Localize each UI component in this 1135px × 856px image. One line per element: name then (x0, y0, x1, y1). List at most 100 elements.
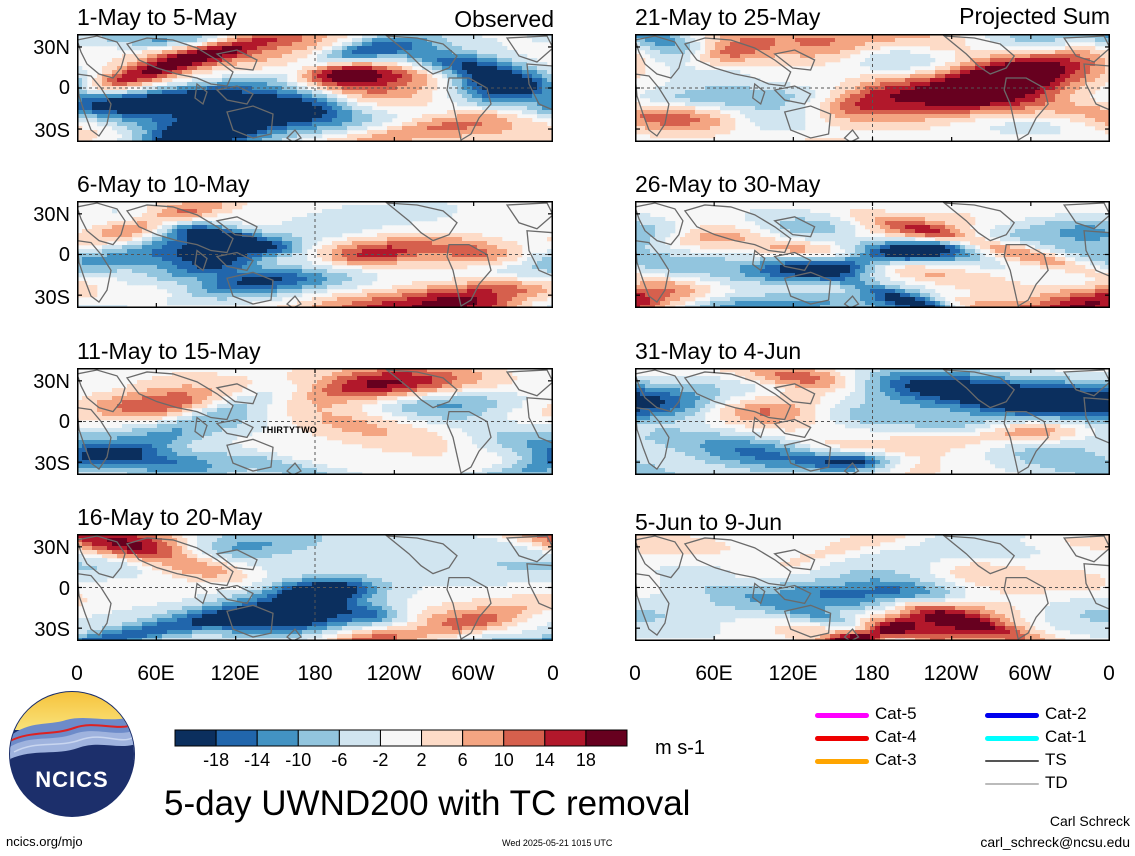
author-name: Carl Schreck (1049, 813, 1130, 829)
lon-label-left-60e: 60E (137, 662, 175, 685)
lon-label-right-0-end: 0 (1103, 662, 1115, 685)
axis-ticks (77, 534, 553, 641)
colorbar-tick-label: -18 (203, 750, 230, 770)
panel-title-8: 5-Jun to 9-Jun (635, 509, 783, 535)
lat-label-30s-row4: 30S (34, 619, 70, 641)
lat-label-30s-row2: 30S (34, 287, 70, 309)
lat-label-30n-row3: 30N (33, 371, 70, 393)
wind-field (635, 534, 1110, 641)
panel-title-3: 11-May to 15-May (77, 338, 261, 364)
coastlines (635, 370, 1110, 475)
colorbar-tick-label: 2 (416, 750, 427, 770)
lat-label-eq-row4: 0 (58, 578, 70, 600)
colorbar-swatch (503, 729, 546, 747)
axis-ticks (635, 534, 1110, 641)
panel-title-5: 21-May to 25-May (635, 4, 821, 30)
colorbar-swatch (297, 729, 340, 747)
lon-label-left-60w: 60W (451, 662, 495, 685)
storm-label-thirtytwo: THIRTYTWO (261, 425, 318, 435)
lat-label-30s-row3: 30S (34, 453, 70, 475)
lat-label-30n-row4: 30N (33, 537, 70, 559)
colorbar-tick-label: -6 (331, 750, 348, 770)
author-email[interactable]: carl_schreck@ncsu.edu (980, 834, 1130, 850)
legend-label: TS (1045, 750, 1067, 769)
coastlines (635, 203, 1110, 308)
wind-field (635, 34, 1110, 142)
ncics-logo: NCICS (9, 691, 135, 817)
coastlines (635, 536, 1110, 641)
lon-label-left-120e: 120E (210, 662, 260, 685)
coastlines (77, 370, 553, 475)
axis-ticks (635, 201, 1110, 308)
legend-swatch (815, 759, 869, 764)
colorbar-tick-label: 6 (457, 750, 468, 770)
map-panel-4 (77, 534, 553, 641)
colorbar-swatch (462, 729, 505, 747)
ncics-logo-text: NCICS (35, 767, 108, 792)
panel-title-2: 6-May to 10-May (77, 171, 250, 197)
colorbar-swatch (174, 729, 217, 747)
colorbar-tick-label: -2 (372, 750, 389, 770)
timestamp: Wed 2025-05-21 1015 UTC (502, 838, 613, 848)
website-link[interactable]: ncics.org/mjo (6, 834, 83, 849)
lon-label-right-120e: 120E (768, 662, 818, 685)
lat-label-eq-row3: 0 (58, 411, 70, 433)
panel-title-4: 16-May to 20-May (77, 504, 263, 530)
wind-field (77, 34, 553, 142)
lat-label-eq-row1: 0 (58, 77, 70, 99)
wind-field (77, 368, 553, 475)
colorbar-swatch (421, 729, 464, 747)
lon-label-left-180: 180 (297, 662, 333, 685)
lon-label-right-60e: 60E (695, 662, 733, 685)
lat-label-eq-row2: 0 (58, 244, 70, 266)
legend-swatch (985, 713, 1039, 718)
legend-label: Cat-3 (875, 750, 917, 769)
colorbar-tick-label: -10 (285, 750, 312, 770)
column-label-projected: Projected Sum (959, 3, 1110, 29)
colorbar-tick-label: 10 (493, 750, 514, 770)
lon-label-left-120w: 120W (366, 662, 422, 685)
lon-label-left-0: 0 (71, 662, 83, 685)
colorbar-tick-label: 14 (534, 750, 555, 770)
units-label: m s-1 (655, 737, 705, 759)
lat-label-30n-row2: 30N (33, 204, 70, 226)
legend-swatch (815, 736, 869, 741)
colorbar (174, 729, 628, 747)
legend-label: Cat-5 (875, 704, 917, 723)
legend-label: Cat-1 (1045, 727, 1087, 746)
map-panel-1 (77, 34, 553, 142)
panel-title-6: 26-May to 30-May (635, 171, 821, 197)
panel-title-7: 31-May to 4-Jun (635, 338, 802, 364)
map-panel-5 (635, 34, 1110, 142)
panel-title-1: 1-May to 5-May (77, 4, 237, 30)
lon-label-right-120w: 120W (923, 662, 979, 685)
legend-label: Cat-2 (1045, 704, 1087, 723)
lon-label-right-60w: 60W (1008, 662, 1052, 685)
lon-label-left-0-end: 0 (547, 662, 559, 685)
lat-label-30n-row1: 30N (33, 37, 70, 59)
legend-swatch (985, 783, 1039, 785)
map-panel-3 (77, 368, 553, 475)
colorbar-swatch (379, 729, 423, 747)
coastlines (77, 36, 553, 142)
colorbar-swatch (215, 729, 258, 747)
lon-label-right-0: 0 (629, 662, 641, 685)
map-panel-8 (635, 534, 1110, 641)
column-label-observed: Observed (454, 6, 554, 32)
colorbar-swatch (338, 729, 381, 747)
coastlines (635, 36, 1110, 142)
colorbar-tick-label: 18 (575, 750, 596, 770)
axis-ticks (77, 34, 553, 142)
wind-field (635, 209, 1110, 308)
colorbar-tick-label: -14 (244, 750, 271, 770)
map-panel-7 (635, 368, 1110, 475)
colorbar-swatch (585, 729, 628, 747)
map-panel-6 (635, 201, 1110, 308)
axis-ticks (77, 368, 553, 475)
colorbar-swatch (256, 729, 299, 747)
axis-ticks (635, 34, 1110, 142)
legend-label: Cat-4 (875, 727, 917, 746)
map-panel-2 (77, 201, 553, 308)
legend-swatch (985, 736, 1039, 741)
wind-field (635, 368, 1110, 475)
